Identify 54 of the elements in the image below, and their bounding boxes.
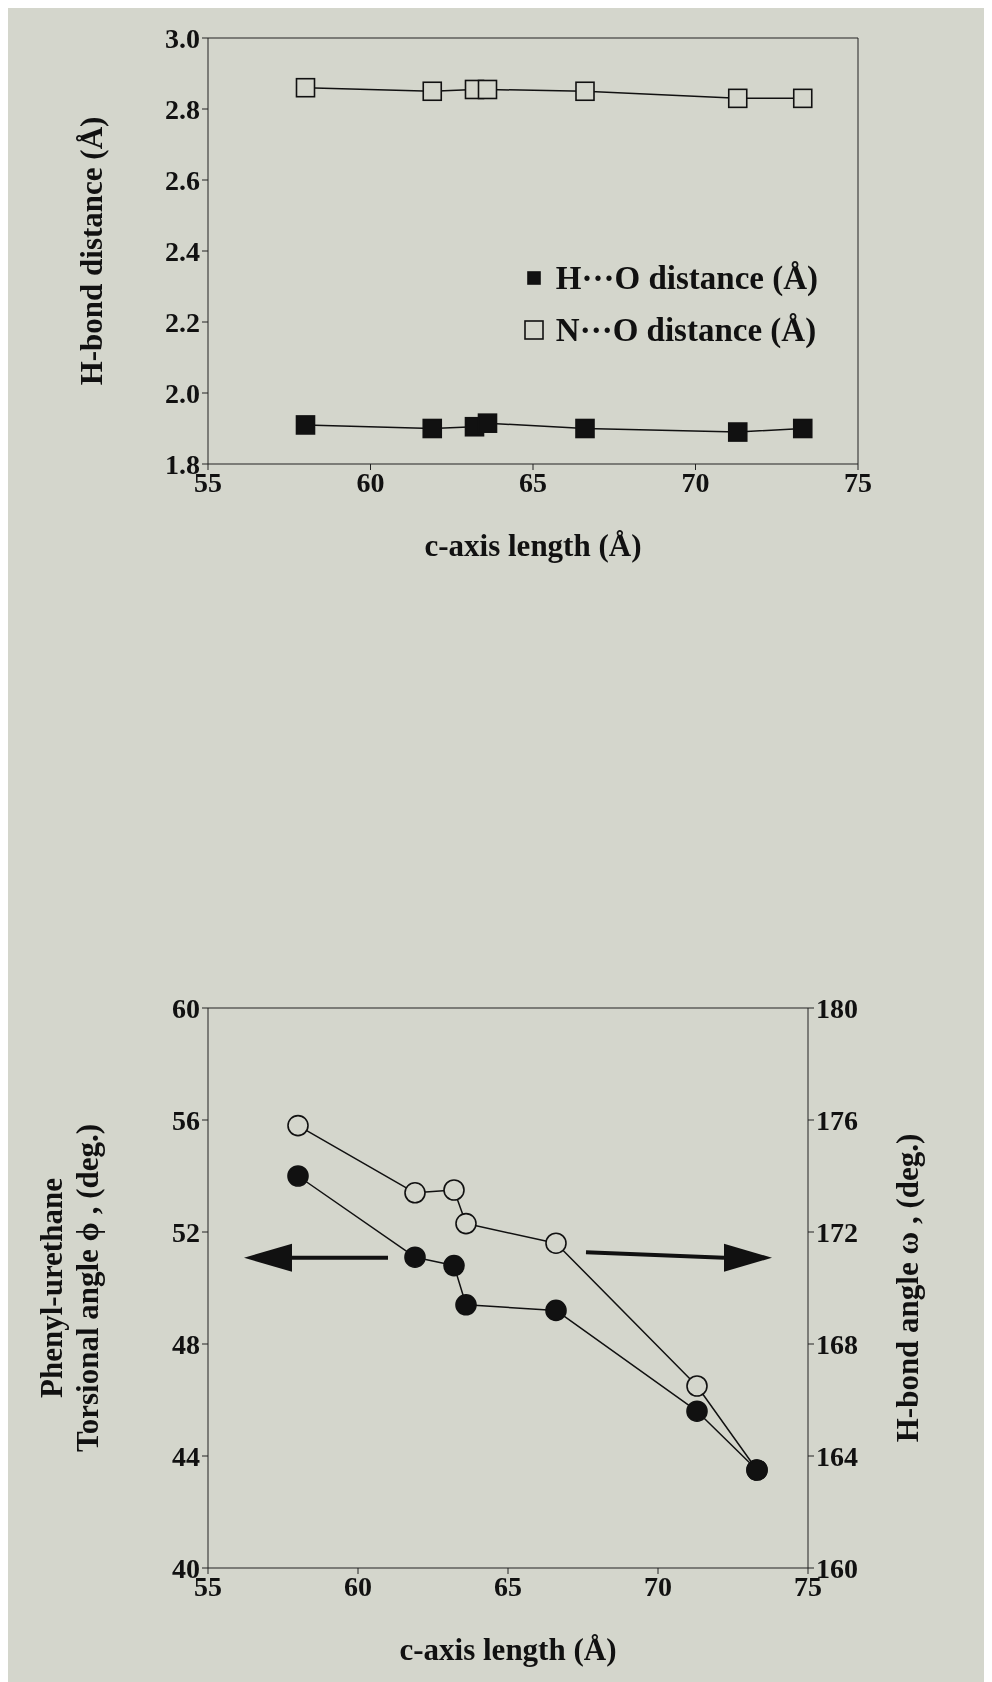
- point: [792, 418, 813, 439]
- y-tick-label: 2.6: [165, 164, 200, 196]
- y2-tick-label: 176: [816, 1104, 858, 1136]
- point: [443, 1179, 465, 1201]
- y-tick-label: 48: [172, 1328, 200, 1360]
- x-tick-label: 70: [681, 466, 710, 498]
- x-tick-label: 60: [344, 1570, 372, 1602]
- y2-axis-title: H-bond angle ω , (deg.): [890, 1133, 925, 1443]
- y-tick-label: 44: [172, 1440, 200, 1472]
- point: [477, 79, 498, 100]
- point: [455, 1212, 477, 1235]
- point: [792, 88, 813, 109]
- y-axis-title: H-bond distance (Å): [74, 116, 109, 386]
- y-tick-label: 56: [172, 1104, 200, 1136]
- y-tick-label: 2.2: [165, 306, 200, 338]
- point: [686, 1400, 708, 1422]
- point: [545, 1232, 567, 1254]
- legend-label: H···O distance (Å): [555, 258, 818, 298]
- point: [404, 1182, 426, 1204]
- point: [575, 81, 595, 102]
- y-tick-label: 2.4: [165, 235, 200, 267]
- y2-tick-label: 168: [816, 1328, 858, 1360]
- point: [443, 1254, 465, 1277]
- point: [287, 1114, 309, 1137]
- point: [422, 81, 443, 102]
- point: [455, 1294, 477, 1316]
- x-tick-label: 65: [494, 1570, 522, 1602]
- x-tick-label: 60: [356, 466, 385, 498]
- legend-label: N···O distance (Å): [555, 310, 817, 350]
- x-axis-title: c-axis length (Å): [399, 1632, 617, 1667]
- point: [477, 413, 498, 433]
- x-tick-label: 65: [519, 466, 547, 498]
- y-tick-label: 2.0: [165, 377, 200, 409]
- y2-tick-label: 180: [816, 992, 858, 1024]
- point: [295, 77, 316, 98]
- point: [422, 418, 443, 439]
- y-axis-title: Phenyl-urethane Torsional angle ϕ , (deg.): [34, 1123, 105, 1453]
- x-axis-title: c-axis length (Å): [424, 528, 642, 563]
- y-tick-label: 3.0: [165, 22, 200, 54]
- point: [727, 422, 748, 442]
- y2-tick-label: 164: [816, 1440, 858, 1472]
- point: [287, 1165, 309, 1187]
- y2-tick-label: 172: [816, 1216, 858, 1248]
- point: [686, 1375, 708, 1397]
- point: [575, 418, 595, 439]
- point: [727, 88, 748, 109]
- y-tick-label: 52: [172, 1216, 200, 1248]
- point: [295, 415, 316, 435]
- y-tick-label: 2.8: [165, 93, 200, 125]
- x-tick-label: 75: [844, 466, 872, 498]
- x-tick-label: 70: [644, 1570, 672, 1602]
- point: [545, 1299, 567, 1322]
- point: [404, 1246, 426, 1268]
- y-tick-label: 60: [172, 992, 200, 1024]
